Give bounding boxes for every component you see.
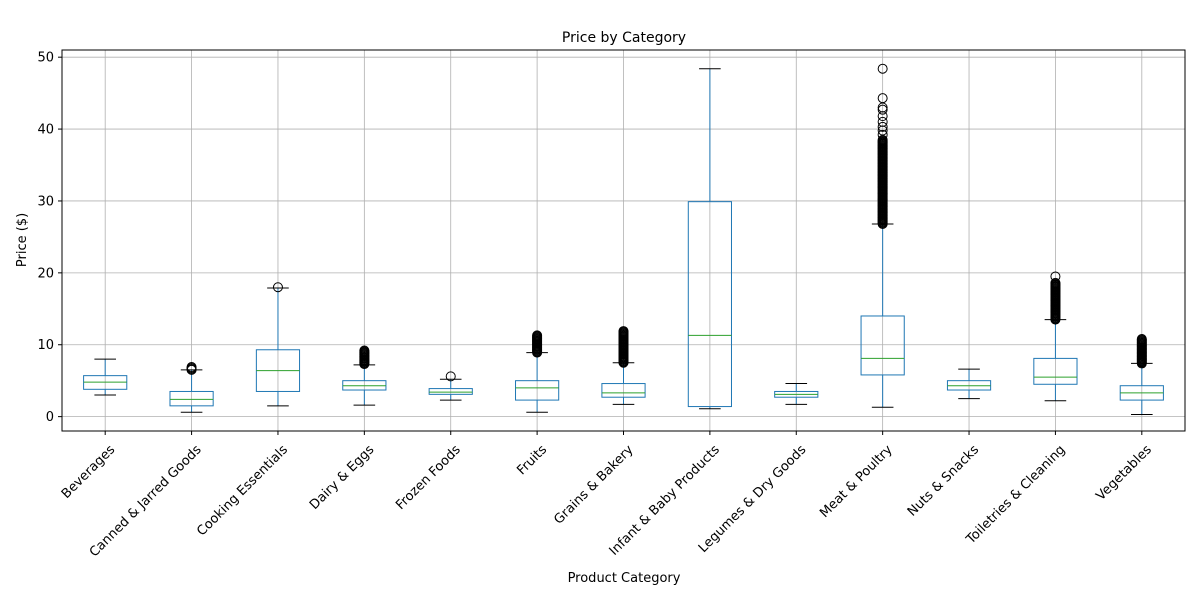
outlier-point [877, 116, 888, 127]
iqr-box [1033, 357, 1078, 385]
outlier-point [877, 129, 888, 140]
outlier-point [618, 326, 629, 337]
outlier-point [1050, 271, 1061, 282]
x-axis-label: Product Category [568, 571, 681, 586]
chart-title: Price by Category [562, 30, 686, 46]
outlier-point [1136, 333, 1147, 344]
boxes-layer [83, 63, 1164, 415]
x-tick-label: Nuts & Snacks [905, 442, 982, 519]
box-group [1119, 333, 1164, 415]
box-group [601, 326, 646, 405]
x-tick-label: Cooking Essentials [194, 442, 291, 539]
outlier-point [532, 330, 543, 341]
outlier-point [186, 362, 197, 373]
outlier-point [272, 282, 283, 293]
grid-layer [62, 50, 1185, 431]
x-tick-label: Grains & Bakery [551, 442, 636, 527]
box-group [946, 368, 992, 400]
y-axis-label: Price ($) [15, 213, 30, 267]
iqr-box [169, 390, 214, 407]
box-group [83, 358, 128, 396]
iqr-box [601, 383, 646, 398]
box-group [255, 282, 301, 407]
x-tick-label: Beverages [59, 442, 119, 502]
box-group [515, 330, 560, 413]
box-group [860, 63, 905, 408]
x-tick-label: Frozen Foods [393, 442, 464, 513]
y-tick-label: 40 [37, 123, 54, 138]
x-tick-label: Vegetables [1093, 442, 1155, 504]
y-tick-label: 10 [37, 338, 54, 353]
outlier-point [877, 63, 888, 74]
box-group [1033, 271, 1078, 402]
outlier-point [877, 93, 888, 104]
outlier-point [1050, 277, 1061, 288]
x-tick-label: Toiletries & Cleaning [963, 442, 1068, 547]
box-group [774, 383, 819, 405]
iqr-box [860, 315, 905, 376]
outlier-point [445, 371, 456, 382]
box-group [428, 371, 473, 401]
box-group [169, 362, 214, 413]
iqr-box [687, 201, 732, 408]
outlier-point [877, 121, 888, 132]
iqr-box [428, 388, 473, 395]
x-tick-label: Meat & Poultry [817, 442, 896, 521]
box-group [687, 68, 732, 410]
outlier-point [359, 345, 370, 356]
y-tick-label: 30 [37, 194, 54, 209]
iqr-box [515, 380, 560, 401]
x-tick-label: Fruits [514, 442, 550, 478]
y-tick-label: 20 [37, 266, 54, 281]
box-group [342, 345, 387, 406]
y-tick-label: 0 [46, 410, 54, 425]
x-tick-label: Dairy & Eggs [307, 442, 378, 513]
y-tick-label: 50 [37, 51, 54, 66]
